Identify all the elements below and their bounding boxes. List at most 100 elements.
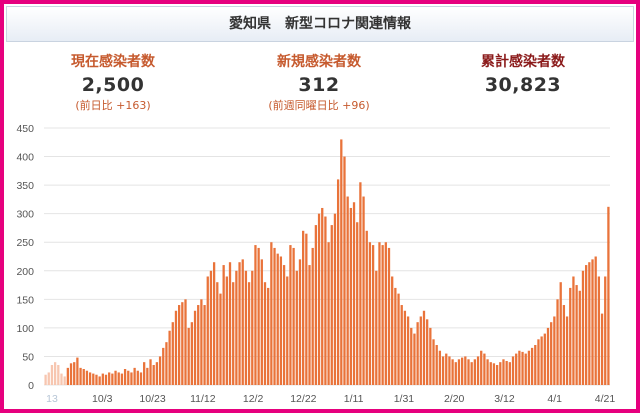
bar <box>44 374 47 385</box>
bar <box>212 262 216 385</box>
y-tick-label: 400 <box>16 152 34 164</box>
bar <box>451 359 454 385</box>
bar <box>495 365 499 385</box>
bar <box>139 372 143 385</box>
bar <box>569 287 572 385</box>
bar <box>540 336 543 385</box>
bar <box>193 310 197 385</box>
bar <box>82 369 85 385</box>
bar <box>197 305 200 385</box>
bar <box>317 213 321 385</box>
bar <box>88 372 92 385</box>
bar <box>406 316 410 385</box>
bar <box>543 333 546 385</box>
bar <box>356 222 359 385</box>
bar <box>263 282 267 385</box>
bar <box>438 350 442 385</box>
bar <box>384 242 387 385</box>
bar <box>559 282 562 385</box>
bar <box>95 374 98 385</box>
y-tick-label: 100 <box>16 323 34 335</box>
bar <box>305 233 308 385</box>
bar <box>104 374 108 385</box>
bar <box>457 359 461 385</box>
bar <box>607 206 610 385</box>
bar <box>279 256 283 385</box>
bar <box>108 372 111 385</box>
bar <box>270 242 273 385</box>
bar <box>454 362 457 385</box>
bar <box>130 372 133 385</box>
bar <box>92 373 95 385</box>
bar <box>502 359 505 385</box>
bar <box>273 247 276 385</box>
bar <box>553 316 556 385</box>
x-tick-label: 12/22 <box>290 393 316 405</box>
bar <box>591 259 594 385</box>
x-tick-label: 11/12 <box>190 393 216 405</box>
bar <box>254 245 257 385</box>
bar <box>155 362 159 385</box>
bar <box>581 270 585 385</box>
bar <box>333 213 337 385</box>
bar <box>57 365 60 385</box>
bar <box>168 330 171 385</box>
bar <box>391 276 394 385</box>
bar <box>50 365 54 385</box>
bar <box>178 305 181 385</box>
bar <box>483 353 486 385</box>
y-tick-label: 200 <box>16 266 34 278</box>
bar <box>480 350 483 385</box>
bar <box>565 316 569 385</box>
bar <box>190 322 193 385</box>
bar <box>187 327 190 385</box>
bar <box>476 356 480 385</box>
bar <box>247 282 251 385</box>
bar <box>117 372 120 385</box>
total-cases-panel: 累計感染者数 30,823 <box>423 52 623 98</box>
bar <box>343 156 346 385</box>
y-tick-label: 150 <box>16 294 34 306</box>
bar <box>136 370 139 385</box>
y-tick-label: 450 <box>16 123 34 135</box>
bar <box>330 225 333 385</box>
page-title: 愛知県 新型コロナ関連情報 <box>6 6 634 42</box>
bar <box>556 299 559 385</box>
current-cases-value: 2,500 <box>81 74 145 96</box>
bar <box>295 270 298 385</box>
bar <box>200 299 203 385</box>
bar <box>251 270 254 385</box>
bar <box>184 299 187 385</box>
bar <box>123 369 127 385</box>
bar <box>365 230 368 385</box>
bar <box>219 293 222 385</box>
bar <box>114 370 117 385</box>
bar <box>336 179 340 385</box>
bar <box>578 290 581 385</box>
bar <box>422 310 426 385</box>
bar <box>276 253 279 385</box>
total-cases-label: 累計感染者数 <box>481 54 565 70</box>
bar <box>448 356 451 385</box>
bar <box>394 287 397 385</box>
bar <box>515 353 518 385</box>
bar <box>149 359 152 385</box>
bar <box>53 362 57 385</box>
bar <box>413 333 416 385</box>
bar <box>267 287 270 385</box>
bar <box>381 245 384 385</box>
bar <box>441 356 445 385</box>
bar <box>165 342 168 385</box>
bar <box>511 356 515 385</box>
bar <box>400 305 403 385</box>
bar <box>585 265 588 385</box>
bar <box>79 367 82 385</box>
bar <box>419 316 422 385</box>
x-tick-label: 10/3 <box>92 393 113 405</box>
bar <box>572 276 575 385</box>
bar <box>260 259 263 385</box>
bar <box>432 339 435 385</box>
bar <box>486 359 489 385</box>
bar <box>461 357 464 385</box>
